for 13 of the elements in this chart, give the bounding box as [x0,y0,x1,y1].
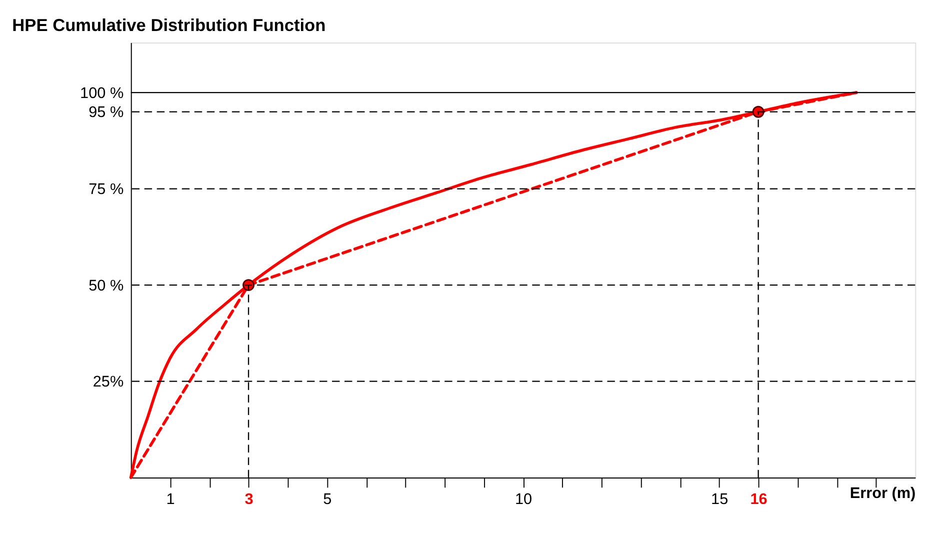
y-tick-label: 75 % [88,181,124,198]
x-tick-label: 3 [244,490,254,508]
x-tick-label: 15 [711,490,728,508]
y-tick-label: 95 % [88,104,124,122]
x-tick-label: 10 [514,490,532,508]
chart-title: HPE Cumulative Distribution Function [12,15,326,36]
x-tick-label: 16 [750,490,768,508]
y-tick-label: 100 % [80,84,124,102]
x-tick-label: 1 [166,490,175,508]
x-tick-label: 5 [323,490,332,508]
x-axis-title: Error (m) [850,485,916,502]
y-tick-label: 25% [92,374,124,391]
y-tick-label: 50 % [88,277,124,294]
